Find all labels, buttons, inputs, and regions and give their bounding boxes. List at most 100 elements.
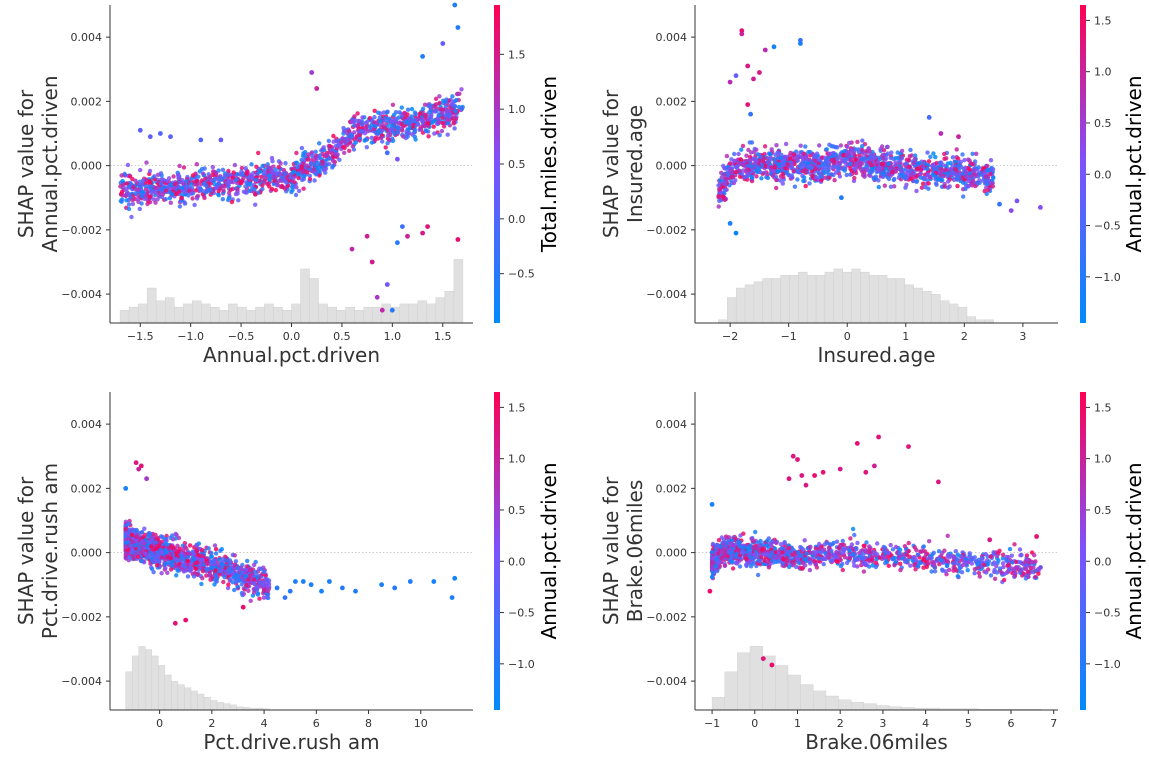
scatter-point — [440, 120, 445, 126]
scatter-point — [176, 549, 181, 554]
scatter-point — [230, 552, 235, 558]
colorbar-tick-label: 0.5 — [1094, 117, 1112, 130]
scatter-point-outlier — [172, 620, 178, 626]
scatter-point — [843, 166, 848, 171]
scatter-point — [119, 199, 124, 204]
scatter-point — [732, 151, 737, 157]
scatter-point — [859, 161, 865, 166]
scatter-point — [296, 188, 302, 194]
scatter-point — [982, 188, 987, 194]
scatter-point — [788, 156, 793, 161]
scatter-point — [217, 572, 222, 577]
scatter-point — [395, 130, 400, 135]
scatter-point — [891, 177, 896, 183]
scatter-point — [138, 167, 143, 173]
scatter-point — [270, 169, 275, 174]
scatter-point — [168, 535, 173, 540]
scatter-point — [139, 530, 145, 535]
scatter-point-outlier — [431, 579, 437, 584]
histogram-bar — [255, 306, 265, 324]
scatter-point — [459, 87, 464, 92]
scatter-point — [775, 150, 780, 155]
scatter-point — [813, 175, 819, 180]
scatter-point — [148, 561, 153, 566]
scatter-point — [330, 163, 336, 169]
scatter-point — [791, 152, 797, 157]
scatter-point — [124, 540, 129, 546]
scatter-point — [282, 186, 288, 191]
scatter-point — [139, 201, 144, 206]
scatter-point — [892, 184, 897, 189]
scatter-point — [938, 167, 944, 172]
scatter-point — [812, 158, 818, 163]
colorbar-tick-label: 0.0 — [1094, 168, 1112, 181]
scatter-point — [908, 147, 913, 153]
histogram-bar — [877, 275, 888, 324]
scatter-point — [765, 175, 771, 181]
scatter-point — [239, 172, 245, 178]
scatter-point — [179, 196, 184, 201]
scatter-point — [767, 151, 773, 157]
histogram-bar — [146, 287, 157, 324]
scatter-point — [228, 577, 233, 582]
scatter-point-outlier — [309, 70, 315, 75]
scatter-point — [453, 108, 458, 114]
scatter-point — [967, 158, 972, 163]
scatter-point — [315, 160, 320, 165]
scatter-points — [123, 460, 458, 626]
scatter-point — [771, 168, 776, 174]
scatter-point-outlier — [455, 237, 461, 242]
scatter-point — [317, 173, 322, 178]
scatter-point — [716, 194, 721, 200]
scatter-point — [829, 157, 835, 163]
scatter-point — [247, 573, 253, 578]
histogram-bar — [813, 690, 827, 711]
scatter-point — [945, 171, 951, 176]
scatter-point — [914, 188, 919, 194]
colorbar-tick-label: 1.5 — [1094, 14, 1112, 27]
scatter-point — [168, 567, 174, 572]
scatter-point — [783, 154, 788, 159]
y-axis-label-line: Annual.pct.driven — [38, 75, 62, 252]
scatter-point — [124, 181, 130, 186]
scatter-point — [158, 181, 164, 186]
scatter-point — [236, 198, 241, 203]
scatter-point — [913, 153, 918, 158]
scatter-point — [792, 184, 798, 189]
scatter-point — [207, 187, 212, 192]
scatter-point — [246, 588, 251, 593]
scatter-point — [376, 110, 381, 115]
scatter-point — [296, 171, 301, 176]
scatter-point — [737, 161, 742, 166]
scatter-point — [400, 128, 405, 133]
scatter-point — [213, 546, 219, 552]
scatter-point — [124, 198, 129, 203]
scatter-point — [237, 578, 242, 583]
scatter-point — [867, 170, 873, 175]
scatter-point — [919, 185, 925, 190]
scatter-point — [293, 192, 299, 198]
scatter-point — [306, 152, 311, 157]
scatter-point — [422, 102, 428, 107]
scatter-point — [746, 147, 751, 153]
scatter-point — [452, 126, 457, 131]
histogram-bar — [417, 300, 428, 324]
scatter-point — [724, 177, 729, 182]
scatter-point — [347, 128, 352, 134]
scatter-point — [145, 543, 150, 548]
scatter-point — [197, 188, 203, 193]
scatter-point — [254, 177, 259, 183]
scatter-point — [744, 168, 749, 173]
scatter-point — [152, 174, 157, 179]
scatter-point — [340, 136, 345, 141]
scatter-point — [176, 173, 181, 178]
scatter-point — [437, 133, 442, 138]
colorbar-tick-label: −1.0 — [508, 658, 535, 671]
scatter-point — [200, 576, 205, 581]
scatter-point — [411, 118, 416, 124]
scatter-point — [239, 165, 245, 171]
scatter-point — [906, 157, 912, 163]
scatter-point-outlier — [384, 282, 390, 287]
y-tick-label: 0.002 — [656, 95, 688, 108]
scatter-point — [975, 180, 980, 186]
